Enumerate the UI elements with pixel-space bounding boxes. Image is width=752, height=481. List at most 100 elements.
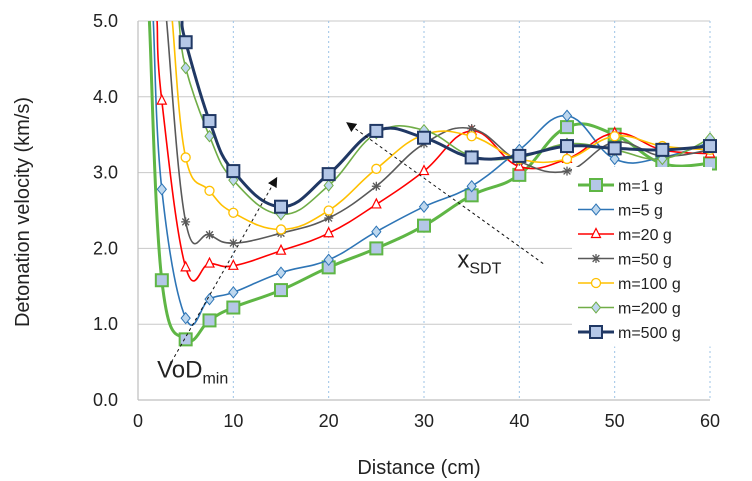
data-point — [178, 35, 193, 50]
x-tick-label: 60 — [700, 411, 720, 431]
annotation-base-text: x — [457, 246, 469, 273]
data-point — [369, 241, 384, 256]
legend-marker — [589, 325, 603, 339]
x-tick-label: 20 — [319, 411, 339, 431]
data-point — [369, 123, 384, 138]
legend-item: m=5 g — [578, 203, 663, 220]
x-tick-label: 30 — [414, 411, 434, 431]
marker-stroke — [205, 230, 214, 239]
data-point — [202, 114, 217, 129]
legend-label: m=1 g — [618, 178, 663, 195]
x-tick-label: 50 — [605, 411, 625, 431]
annotation-base-text: VoD — [157, 356, 202, 383]
y-tick-label: 5.0 — [93, 11, 118, 31]
y-tick-label: 1.0 — [93, 314, 118, 334]
legend-item: m=100 g — [578, 276, 681, 293]
legend-marker — [590, 277, 602, 289]
legend-label: m=200 g — [618, 301, 681, 318]
legend-item: m=50 g — [578, 252, 672, 269]
legend-marker — [591, 254, 601, 263]
data-point — [561, 153, 573, 165]
legend-label: m=50 g — [618, 252, 672, 269]
data-point — [227, 258, 239, 270]
data-point — [204, 292, 215, 306]
y-tick-label: 2.0 — [93, 238, 118, 258]
marker-stroke — [592, 254, 600, 263]
data-point — [180, 61, 191, 75]
y-axis-title: Detonation velocity (km/s) — [12, 97, 34, 327]
marker-stroke — [229, 239, 238, 247]
x-axis-title: Distance (cm) — [357, 457, 480, 479]
annotation-label: VoDmin — [157, 356, 228, 387]
data-point — [275, 243, 287, 255]
legend-label: m=500 g — [618, 325, 681, 342]
legend-item: m=500 g — [578, 325, 681, 342]
data-point — [154, 273, 169, 288]
legend-item: m=200 g — [578, 301, 681, 318]
data-point — [156, 182, 167, 196]
data-point — [464, 150, 479, 165]
data-point — [655, 142, 670, 157]
legend-item: m=1 g — [578, 178, 663, 195]
annotation-arrow — [170, 176, 278, 363]
data-point — [202, 313, 217, 328]
annotation-xsdt: xSDT — [346, 122, 544, 277]
data-point — [417, 130, 431, 145]
series-m-1-g — [147, 20, 717, 347]
data-point — [466, 131, 477, 142]
data-point — [323, 179, 334, 192]
data-point — [371, 181, 381, 191]
x-tick-label: 40 — [509, 411, 529, 431]
chart-legend: m=1 g m=5 g m=20 g m=50 g m=100 g m=200 g m=50… — [572, 167, 712, 347]
data-point — [609, 152, 620, 166]
data-point — [323, 226, 335, 238]
data-point — [418, 164, 430, 176]
data-point — [323, 205, 334, 216]
data-point — [418, 200, 430, 213]
plot-axes: 0.0 1.0 2.0 3.0 4.0 5.0 0 10 20 30 40 50 60 — [93, 11, 720, 431]
series-m-50-g — [165, 20, 715, 248]
data-point — [512, 148, 527, 163]
data-point — [275, 266, 287, 279]
annotations-group: VoDmin xSDT — [157, 122, 544, 387]
data-point — [607, 141, 622, 156]
legend-label: m=5 g — [618, 203, 663, 220]
data-point — [156, 93, 168, 105]
data-point — [609, 131, 620, 142]
legend-label: m=100 g — [618, 276, 681, 293]
legend-label: m=20 g — [618, 227, 672, 244]
data-point — [323, 253, 334, 267]
legend-marker — [590, 227, 602, 239]
legend-marker — [590, 203, 602, 216]
data-point — [371, 163, 382, 174]
data-point — [178, 332, 193, 347]
data-point — [560, 120, 574, 135]
data-point — [226, 300, 241, 315]
data-point — [204, 129, 215, 143]
data-series-group — [147, 20, 717, 347]
data-point — [417, 218, 431, 233]
annotation-vod: VoDmin — [157, 176, 278, 387]
annotation-subscript: SDT — [469, 260, 501, 277]
series-line — [147, 20, 711, 343]
data-point — [371, 225, 382, 239]
marker-stroke — [181, 218, 190, 226]
x-tick-label: 0 — [133, 411, 143, 431]
data-point — [181, 217, 191, 227]
data-point — [370, 197, 382, 209]
legend-background — [572, 167, 712, 347]
data-point — [180, 152, 191, 163]
y-tick-label: 4.0 — [93, 87, 118, 107]
data-point — [226, 164, 241, 179]
legend-marker — [589, 178, 603, 192]
data-point — [180, 311, 191, 325]
data-point — [562, 166, 572, 176]
y-tick-label: 0.0 — [93, 390, 118, 410]
data-point — [180, 260, 192, 272]
marker-stroke — [467, 124, 476, 133]
annotation-label: xSDT — [457, 246, 501, 277]
series-line — [152, 20, 711, 326]
data-point — [275, 224, 287, 235]
marker-stroke — [372, 182, 381, 191]
